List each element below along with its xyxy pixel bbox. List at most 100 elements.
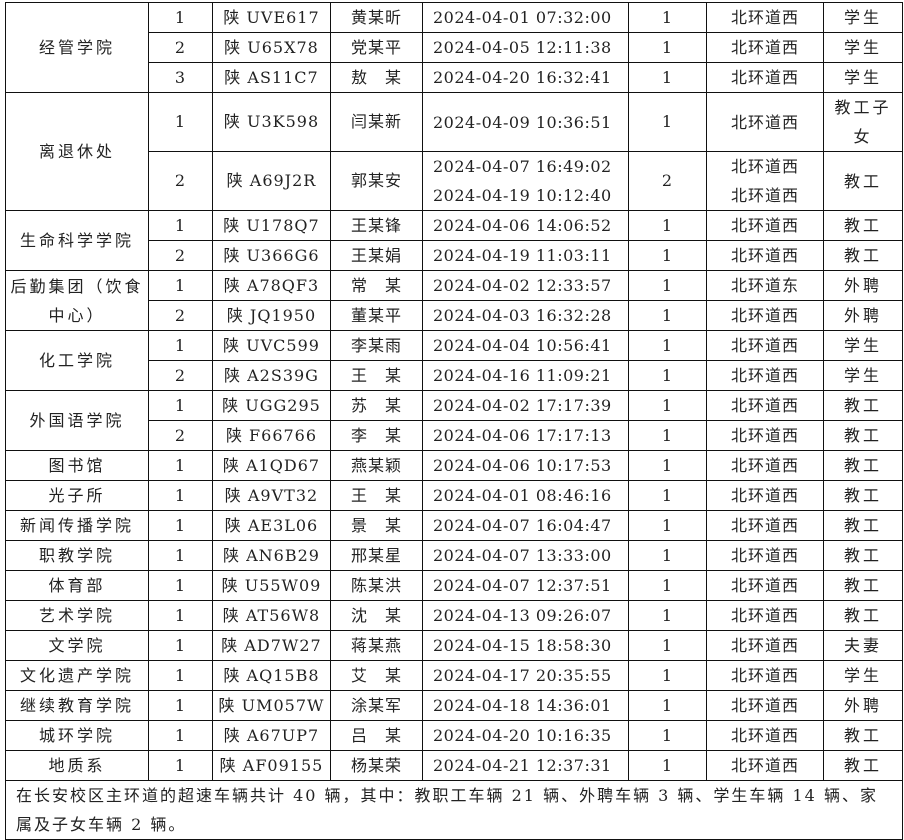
- speeding-time: 2024-04-02 12:33:57: [433, 276, 612, 295]
- category-cell: 学生: [823, 2, 903, 33]
- department-cell: 经管学院: [5, 2, 149, 93]
- plate-cell: 陕 A67UP7: [212, 720, 331, 751]
- count-cell: 1: [628, 450, 707, 481]
- department-cell: 离退休处: [5, 92, 149, 211]
- speeding-time: 2024-04-16 11:09:21: [433, 366, 612, 385]
- time-cell: 2024-04-19 11:03:11: [422, 240, 629, 271]
- location-cell: 北环道西: [706, 240, 824, 271]
- category-cell: 学生: [823, 62, 903, 93]
- location: 北环道西: [730, 246, 799, 265]
- category-cell: 教工: [823, 450, 903, 481]
- table-row: 后勤集团（饮食中心） 1 陕 A78QF3 常 某 2024-04-02 12:33:5…: [5, 270, 903, 331]
- plate-cell: 陕 U55W09: [212, 570, 331, 601]
- location-cell: 北环道东: [706, 270, 824, 301]
- location: 北环道西: [730, 216, 799, 235]
- location: 北环道西: [730, 186, 799, 205]
- table-row: 光子所 1 陕 A9VT32 王 某 2024-04-01 08:46:16 1 北环道西教…: [5, 480, 903, 511]
- category-cell: 外聘: [823, 690, 903, 721]
- category-cell: 教工: [823, 540, 903, 571]
- speeding-time: 2024-04-01 07:32:00: [433, 8, 612, 27]
- count-cell: 1: [628, 570, 707, 601]
- speeding-time: 2024-04-20 16:32:41: [433, 68, 612, 87]
- time-cell: 2024-04-04 10:56:41: [422, 330, 629, 361]
- row-number-cell: 1: [148, 480, 213, 511]
- time-cell: 2024-04-05 12:11:38: [422, 32, 629, 63]
- category-cell: 教工: [823, 750, 903, 781]
- table-row: 城环学院 1 陕 A67UP7 吕 某 2024-04-20 10:16:35 1 北环道西…: [5, 720, 903, 751]
- table-row: 经管学院 1 陕 UVE617 黄某昕 2024-04-01 07:32:00 1 北环道西…: [5, 2, 903, 93]
- category-cell: 教工: [823, 390, 903, 421]
- time-cell: 2024-04-07 13:33:00: [422, 540, 629, 571]
- driver-name-cell: 艾 某: [330, 660, 423, 691]
- driver-name-cell: 燕某颖: [330, 450, 423, 481]
- department-cell: 生命科学学院: [5, 210, 149, 271]
- driver-name-cell: 吕 某: [330, 720, 423, 751]
- location: 北环道西: [730, 486, 799, 505]
- driver-name-cell: 李 某: [330, 420, 423, 451]
- speeding-time: 2024-04-09 10:36:51: [433, 112, 612, 132]
- plate-cell: 陕 A78QF3: [212, 270, 331, 301]
- table-row: 新闻传播学院 1 陕 AE3L06 景 某 2024-04-07 16:04:47 1 北环…: [5, 510, 903, 541]
- plate-cell: 陕 UVE617: [212, 2, 331, 33]
- location-cell: 北环道西: [706, 360, 824, 391]
- table-row: 文学院 1 陕 AD7W27 蒋某燕 2024-04-15 18:58:30 1 北环道西夫…: [5, 630, 903, 661]
- plate-cell: 陕 A9VT32: [212, 480, 331, 511]
- count-cell: 1: [628, 2, 707, 33]
- category-cell: 教工: [823, 570, 903, 601]
- plate-cell: 陕 AS11C7: [212, 62, 331, 93]
- speeding-time: 2024-04-13 09:26:07: [433, 606, 612, 625]
- time-cell: 2024-04-07 16:04:47: [422, 510, 629, 541]
- row-number-cell: 1: [148, 630, 213, 661]
- location-cell: 北环道西: [706, 720, 824, 751]
- driver-name-cell: 敖 某: [330, 62, 423, 93]
- speeding-time: 2024-04-19 10:12:40: [433, 186, 612, 205]
- department-cell: 外国语学院: [5, 390, 149, 451]
- row-number-cell: 1: [148, 92, 213, 152]
- category-cell: 教工: [823, 480, 903, 511]
- row-number-cell: 3: [148, 62, 213, 93]
- row-number-cell: 2: [148, 240, 213, 271]
- location: 北环道西: [730, 426, 799, 445]
- department-cell: 新闻传播学院: [5, 510, 149, 541]
- speeding-time: 2024-04-07 16:04:47: [433, 516, 612, 535]
- category-cell: 学生: [823, 32, 903, 63]
- speeding-time: 2024-04-17 20:35:55: [433, 666, 612, 685]
- department-cell: 体育部: [5, 570, 149, 601]
- table-body: 经管学院 1 陕 UVE617 黄某昕 2024-04-01 07:32:00 1 北环道西…: [5, 2, 903, 781]
- location-cell: 北环道西: [706, 62, 824, 93]
- location: 北环道西: [730, 366, 799, 385]
- speeding-time: 2024-04-19 11:03:11: [433, 246, 612, 265]
- location-cell: 北环道西: [706, 390, 824, 421]
- location-cell: 北环道西: [706, 630, 824, 661]
- category-cell: 外聘: [823, 300, 903, 331]
- count-cell: 1: [628, 750, 707, 781]
- location: 北环道西: [730, 636, 799, 655]
- count-cell: 1: [628, 390, 707, 421]
- category-cell: 教工: [823, 720, 903, 751]
- location-cell: 北环道西: [706, 600, 824, 631]
- plate-cell: 陕 A69J2R: [212, 151, 331, 211]
- table-row: 地质系 1 陕 AF09155 杨某荣 2024-04-21 12:37:31 1 北环道西…: [5, 750, 903, 781]
- time-cell: 2024-04-01 07:32:00: [422, 2, 629, 33]
- speeding-time: 2024-04-07 13:33:00: [433, 546, 612, 565]
- plate-cell: 陕 AE3L06: [212, 510, 331, 541]
- category-cell: 外聘: [823, 270, 903, 301]
- time-cell: 2024-04-21 12:37:31: [422, 750, 629, 781]
- location: 北环道西: [730, 546, 799, 565]
- speeding-time: 2024-04-05 12:11:38: [433, 38, 612, 57]
- speeding-time: 2024-04-01 08:46:16: [433, 486, 612, 505]
- driver-name-cell: 沈 某: [330, 600, 423, 631]
- category-cell: 学生: [823, 360, 903, 391]
- time-cell: 2024-04-20 16:32:41: [422, 62, 629, 93]
- count-cell: 2: [628, 151, 707, 211]
- row-number-cell: 2: [148, 32, 213, 63]
- department-cell: 文学院: [5, 630, 149, 661]
- count-cell: 1: [628, 510, 707, 541]
- plate-cell: 陕 AF09155: [212, 750, 331, 781]
- location: 北环道东: [730, 276, 799, 295]
- location: 北环道西: [730, 606, 799, 625]
- row-number-cell: 1: [148, 330, 213, 361]
- location: 北环道西: [730, 396, 799, 415]
